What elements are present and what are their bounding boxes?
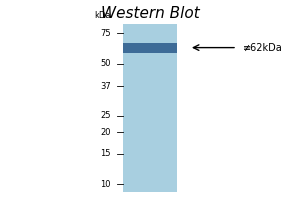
Text: ≢62kDa: ≢62kDa — [243, 43, 283, 53]
Text: 75: 75 — [100, 29, 111, 38]
Bar — [123, 43, 177, 53]
Text: 20: 20 — [100, 128, 111, 137]
Text: 25: 25 — [100, 111, 111, 120]
Text: 37: 37 — [100, 82, 111, 91]
Text: 15: 15 — [100, 149, 111, 158]
Text: Western Blot: Western Blot — [100, 6, 200, 21]
Text: kDa: kDa — [94, 11, 111, 20]
Text: 10: 10 — [100, 180, 111, 189]
Text: 50: 50 — [100, 59, 111, 68]
